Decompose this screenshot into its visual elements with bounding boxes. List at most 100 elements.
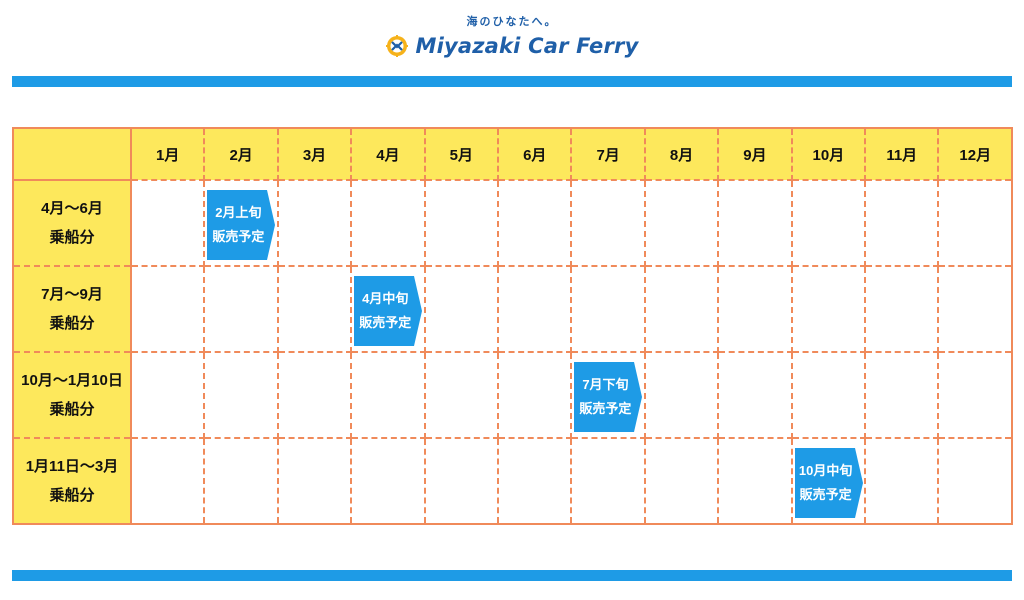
schedule-cell: [497, 265, 573, 353]
period-suffix: 乗船分: [49, 229, 95, 246]
badge-status: 販売予定: [579, 401, 632, 416]
period-range: 7月〜9月: [41, 286, 103, 303]
schedule-cell: [570, 437, 646, 525]
schedule-cell: [497, 351, 573, 439]
schedule-cell: [937, 265, 1013, 353]
month-header-5: 5月: [423, 127, 500, 181]
period-range: 1月11日〜3月: [25, 458, 119, 475]
schedule-cell: [937, 179, 1013, 267]
arrow-badge-shape: [354, 276, 423, 346]
brand-logo[interactable]: Miyazaki Car Ferry: [0, 34, 1024, 58]
row-period-label: 10月〜1月10日 乗船分: [12, 351, 132, 439]
month-header-3: 3月: [276, 127, 353, 181]
month-header-7: 7月: [570, 127, 646, 181]
schedule-cell: [276, 351, 353, 439]
sale-date-badge: 10月中旬販売予定: [794, 448, 863, 518]
schedule-cell: [790, 265, 867, 353]
schedule-cell: [276, 265, 353, 353]
schedule-cell: [423, 179, 500, 267]
month-header-11: 11月: [864, 127, 940, 181]
schedule-cell: [203, 437, 279, 525]
month-header-8: 8月: [643, 127, 720, 181]
month-header-row: 1月 2月 3月 4月 5月 6月 7月 8月 9月 10月 11月 12月: [12, 127, 1013, 181]
month-header-9: 9月: [717, 127, 793, 181]
badge-status: 販売予定: [799, 487, 852, 502]
tagline: 海のひなたへ。: [466, 15, 558, 28]
schedule-cell: [129, 351, 206, 439]
schedule-cell: [350, 351, 426, 439]
site-header: 海のひなたへ。 Miyazaki Car Ferry: [0, 0, 1024, 70]
schedule-cell: [129, 265, 206, 353]
ship-wheel-icon: [386, 35, 409, 57]
period-suffix: 乗船分: [49, 401, 95, 418]
month-header-6: 6月: [497, 127, 573, 181]
arrow-badge-shape: [794, 448, 863, 518]
brand-name: Miyazaki Car Ferry: [415, 34, 639, 58]
month-header-1: 1月: [129, 127, 206, 181]
schedule-cell: [643, 351, 720, 439]
bottom-divider-bar: [12, 570, 1012, 581]
month-header-12: 12月: [937, 127, 1013, 181]
schedule-row: 4月〜6月乗船分 2月上旬販売予定: [12, 179, 1013, 267]
arrow-badge-shape: [207, 190, 276, 260]
month-header-4: 4月: [350, 127, 426, 181]
schedule-cell: [643, 179, 720, 267]
schedule-cell: [643, 265, 720, 353]
schedule-cell: [129, 179, 206, 267]
schedule-cell: [276, 179, 353, 267]
schedule-cell: [864, 437, 940, 525]
arrow-badge-shape: [574, 362, 643, 432]
period-suffix: 乗船分: [49, 487, 95, 504]
badge-status: 販売予定: [359, 315, 412, 330]
schedule-cell: [203, 265, 279, 353]
schedule-cell: [717, 179, 793, 267]
schedule-cell: [129, 437, 206, 525]
schedule-cell: [864, 265, 940, 353]
schedule-row: 10月〜1月10日 乗船分 7月下旬販売予定: [12, 351, 1013, 439]
schedule-cell: [864, 351, 940, 439]
row-period-label: 7月〜9月乗船分: [12, 265, 132, 353]
month-header-2: 2月: [203, 127, 279, 181]
schedule-cell: 2月上旬販売予定: [203, 179, 279, 267]
schedule-cell: [790, 179, 867, 267]
schedule-cell: [497, 437, 573, 525]
badge-date: 10月中旬: [798, 463, 853, 478]
schedule-cell: [350, 179, 426, 267]
schedule-row: 1月11日〜3月 乗船分 10月中旬販売予定: [12, 437, 1013, 525]
sale-date-badge: 2月上旬販売予定: [207, 190, 276, 260]
corner-cell: [12, 127, 132, 181]
schedule-cell: 4月中旬販売予定: [350, 265, 426, 353]
schedule-cell: 7月下旬販売予定: [570, 351, 646, 439]
schedule-cell: [864, 179, 940, 267]
schedule-cell: 10月中旬販売予定: [790, 437, 867, 525]
period-suffix: 乗船分: [49, 315, 95, 332]
top-divider-bar: [12, 76, 1012, 87]
badge-status: 販売予定: [212, 229, 265, 244]
schedule-cell: [717, 265, 793, 353]
schedule-cell: [350, 437, 426, 525]
schedule-cell: [790, 351, 867, 439]
schedule-cell: [717, 437, 793, 525]
row-period-label: 1月11日〜3月 乗船分: [12, 437, 132, 525]
badge-date: 4月中旬: [362, 291, 409, 306]
schedule-cell: [937, 437, 1013, 525]
period-range: 10月〜1月10日: [21, 372, 123, 389]
schedule-cell: [497, 179, 573, 267]
badge-date: 7月下旬: [582, 377, 629, 392]
schedule-cell: [423, 265, 500, 353]
schedule-cell: [717, 351, 793, 439]
schedule-cell: [570, 179, 646, 267]
schedule-row: 7月〜9月乗船分 4月中旬販売予定: [12, 265, 1013, 353]
sale-date-badge: 4月中旬販売予定: [354, 276, 423, 346]
schedule-cell: [276, 437, 353, 525]
schedule-cell: [643, 437, 720, 525]
sales-schedule-table: 1月 2月 3月 4月 5月 6月 7月 8月 9月 10月 11月 12月 4月〜6月 乗船分 2月上旬…: [12, 127, 1013, 525]
schedule-cell: [937, 351, 1013, 439]
badge-date: 2月上旬: [215, 205, 262, 220]
period-range: 4月〜6月: [41, 200, 103, 217]
schedule-cell: [203, 351, 279, 439]
sale-date-badge: 7月下旬販売予定: [574, 362, 643, 432]
schedule-cell: [423, 351, 500, 439]
schedule-cell: [423, 437, 500, 525]
schedule-cell: [570, 265, 646, 353]
